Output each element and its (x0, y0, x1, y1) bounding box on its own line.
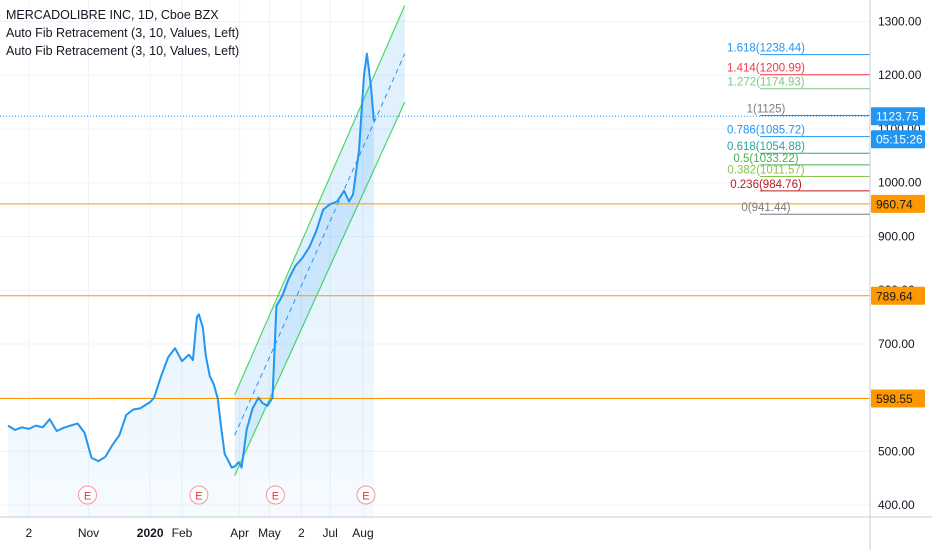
indicator-label-2[interactable]: Auto Fib Retracement (3, 10, Values, Lef… (6, 44, 240, 58)
countdown-tag: 05:15:26 (876, 133, 923, 147)
fib-level-label: 1.414(1200.99) (727, 63, 805, 75)
fib-level-label: 0(941.44) (741, 202, 790, 214)
price-area (8, 53, 374, 517)
x-tick-label: 2020 (137, 526, 164, 540)
countdown-tag-bg (871, 130, 925, 149)
fib-level-label: 1.272(1174.93) (727, 77, 804, 89)
x-tick-label: Apr (230, 526, 249, 540)
earnings-marker-label: E (195, 491, 202, 503)
y-tick-label: 1300.00 (878, 14, 922, 28)
horizontal-line-tag-bg (871, 389, 925, 408)
horizontal-line-tag: 960.74 (876, 197, 913, 211)
x-tick-label: May (258, 526, 281, 540)
earnings-marker (78, 485, 98, 505)
earnings-marker-label: E (362, 491, 369, 503)
last-price-tag-bg (871, 107, 925, 126)
fib-level-label: 0.382(1011.57) (727, 165, 804, 177)
earnings-marker (356, 485, 376, 505)
horizontal-line-tag: 598.55 (876, 392, 913, 406)
horizontal-line-tag-bg (871, 286, 925, 305)
y-tick-label: 1000.00 (878, 176, 922, 190)
indicator-label-1[interactable]: Auto Fib Retracement (3, 10, Values, Lef… (6, 26, 240, 40)
fib-level-label: 0.5(1033.22) (733, 153, 798, 165)
y-tick-label: 400.00 (878, 498, 915, 512)
horizontal-line-tag-bg (871, 194, 925, 213)
fib-level-label: 0.618(1054.88) (727, 141, 805, 153)
y-tick-label: 1200.00 (878, 68, 922, 82)
earnings-marker (265, 485, 285, 505)
x-tick-label: Nov (78, 526, 99, 540)
last-price-tag: 1123.75 (876, 110, 919, 124)
symbol-title[interactable]: MERCADOLIBRE INC, 1D, Cboe BZX (6, 8, 219, 22)
y-tick-label: 500.00 (878, 444, 915, 458)
horizontal-line-tag: 789.64 (876, 289, 913, 303)
plot-area (0, 5, 870, 517)
channel-upper-line (234, 5, 406, 396)
y-tick-label: 900.00 (878, 229, 915, 243)
fib-level-label: 0.236(984.76) (730, 179, 802, 191)
x-tick-label: 2 (25, 526, 32, 540)
x-tick-label: 2 (298, 526, 305, 540)
fib-level-label: 1.618(1238.44) (727, 43, 805, 55)
chart-legend: MERCADOLIBRE INC, 1D, Cboe BZX Auto Fib … (6, 6, 239, 60)
fib-level-label: 1(1125) (747, 104, 786, 116)
x-tick-label: Aug (352, 526, 373, 540)
y-tick-label: 700.00 (878, 337, 915, 351)
earnings-marker-label: E (272, 491, 279, 503)
x-tick-label: Feb (172, 526, 193, 540)
x-tick-label: Jul (322, 526, 337, 540)
earnings-marker (189, 485, 209, 505)
price-series-line (7, 52, 375, 469)
fib-level-label: 0.786(1085.72) (727, 125, 805, 137)
earnings-marker-label: E (84, 491, 91, 503)
